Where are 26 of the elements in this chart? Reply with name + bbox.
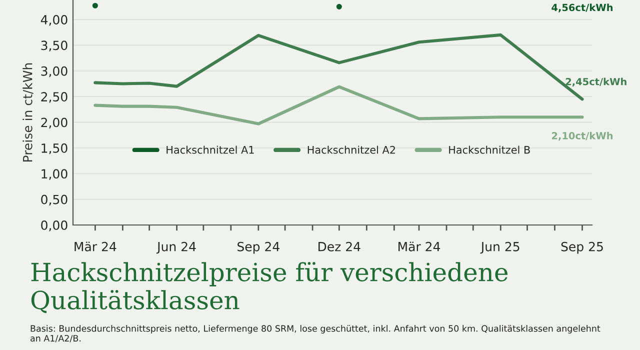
y-tick-label: 1,50 — [42, 143, 68, 154]
text: Hackschnitzelpreise für verschiedene Qualitätsklassen — [31, 262, 508, 314]
y-tick-label: 3,00 — [41, 66, 68, 78]
y-tick-label: 0,50 — [41, 194, 68, 206]
x-tick-label: Jun 25 — [480, 242, 520, 254]
data-label: 2,45ct/kWh — [566, 78, 626, 87]
text: Basis: Bundesdurchschnittspreis netto, Liefermenge 80 SRM, lose geschüttet, inkl. Anfahrt von 50 km. Qualitätsklassen angelehnt an A1/A2/B. — [30, 325, 600, 342]
x-tick-label: Sep 24 — [238, 242, 280, 254]
y-tick-label: 2,00 — [41, 118, 68, 128]
y-tick-label: 0,00 — [41, 220, 68, 232]
x-tick-label: Mär 24 — [74, 242, 116, 252]
x-tick-label: Mär 24 — [398, 242, 440, 252]
y-tick-label: 4,00 — [40, 14, 68, 26]
legend-label: Hackschnitzel B — [449, 146, 530, 154]
line-series — [94, 85, 584, 126]
legend-label: Hackschnitzel A1 — [166, 146, 254, 154]
legend-label: Hackschnitzel A2 — [308, 146, 395, 154]
y-tick-label: 2,50 — [41, 92, 68, 103]
annotation: 4,56ct/kWh — [552, 4, 613, 12]
y-axis-title: Preise in ct/kWh — [22, 63, 34, 162]
x-tick-label: Sep 25 — [561, 242, 603, 254]
y-tick-label: 3,50 — [41, 40, 68, 52]
data-label: 2,10ct/kWh — [552, 132, 613, 141]
x-tick-label: Jun 24 — [156, 242, 196, 254]
y-tick-label: 1,00 — [42, 169, 68, 180]
x-tick-label: Dez 24 — [318, 242, 360, 252]
